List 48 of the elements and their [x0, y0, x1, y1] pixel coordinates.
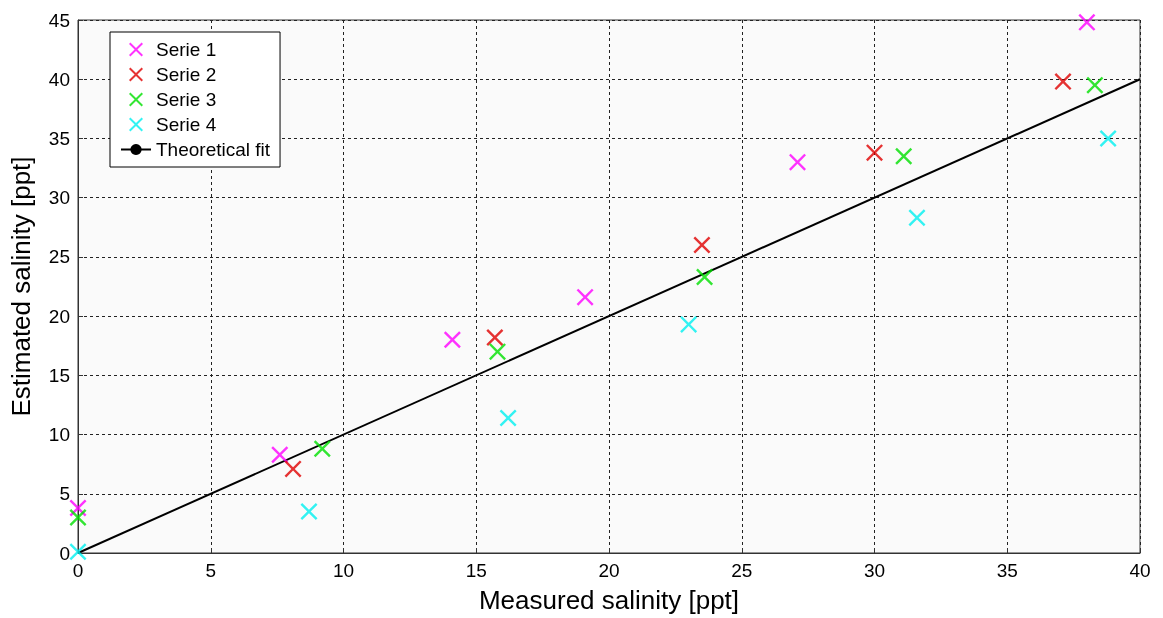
point — [1078, 13, 1096, 31]
y-tick-label: 35 — [48, 127, 70, 149]
point — [271, 446, 289, 464]
x-axis-title: Measured salinity [ppt] — [478, 585, 740, 615]
point — [1086, 76, 1104, 94]
y-tick-label: 0 — [59, 542, 70, 564]
x-tick-label: 40 — [1129, 560, 1151, 581]
point — [696, 268, 714, 286]
point — [443, 331, 461, 349]
point — [499, 409, 517, 427]
legend-label: Serie 3 — [156, 89, 217, 110]
y-tick-label: 15 — [48, 364, 70, 386]
x-tick-label: 10 — [332, 560, 355, 581]
point — [908, 209, 926, 227]
point — [486, 328, 504, 346]
point — [895, 147, 913, 165]
legend-label: Serie 4 — [156, 114, 217, 135]
point — [1054, 73, 1072, 91]
y-tick-label: 40 — [48, 68, 70, 90]
point — [789, 153, 807, 171]
y-tick-label: 5 — [59, 483, 70, 505]
x-tick-label: 0 — [72, 560, 84, 581]
point — [680, 315, 698, 333]
y-tick-label: 45 — [48, 9, 70, 31]
legend-label: Serie 2 — [156, 64, 217, 85]
y-tick-label: 30 — [48, 187, 70, 209]
point — [313, 440, 331, 458]
x-tick-label: 15 — [465, 560, 487, 581]
y-tick-label: 25 — [48, 246, 70, 268]
x-tick-label: 35 — [996, 560, 1018, 581]
legend-label: Serie 1 — [156, 39, 217, 60]
y-tick-label: 20 — [48, 305, 70, 327]
point — [284, 460, 302, 478]
x-tick-label: 25 — [731, 560, 753, 581]
point — [576, 288, 594, 306]
point — [69, 508, 87, 526]
legend-label: Theoretical fit — [156, 139, 271, 160]
x-tick-label: 20 — [598, 560, 620, 581]
point — [1099, 129, 1117, 147]
point — [300, 503, 318, 521]
point — [693, 236, 711, 254]
y-axis-title: Estimated salinity [ppt] — [6, 156, 36, 417]
y-tick-label: 10 — [48, 424, 70, 446]
x-tick-label: 5 — [205, 560, 217, 581]
point — [69, 543, 87, 561]
point — [488, 343, 506, 361]
point — [866, 144, 883, 162]
x-tick-label: 30 — [863, 560, 886, 581]
